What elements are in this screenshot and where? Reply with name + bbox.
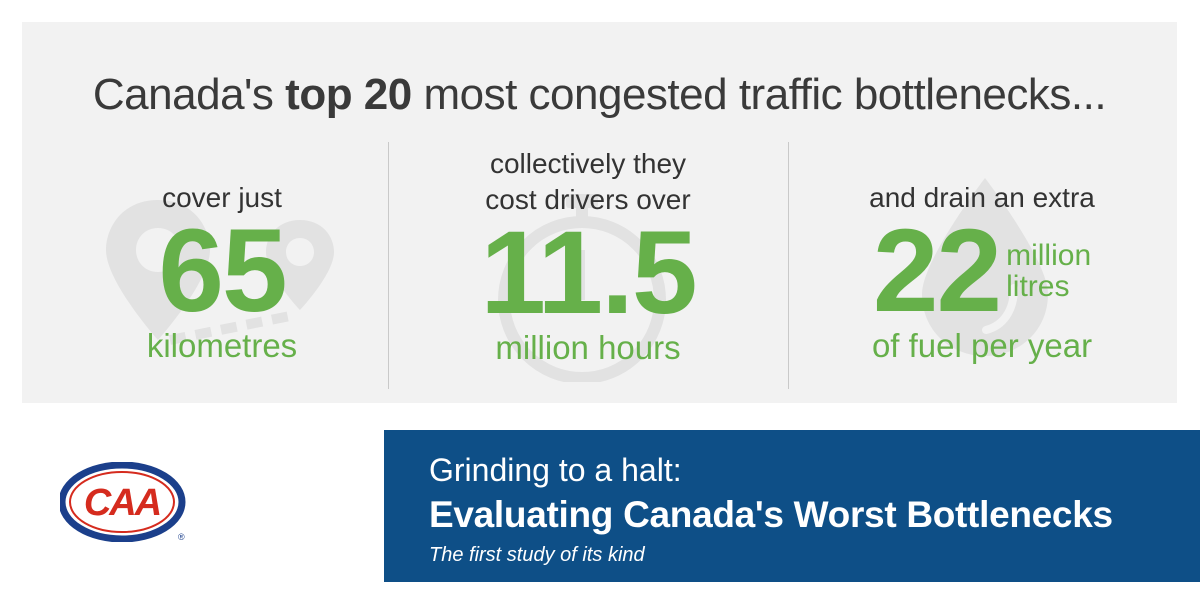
svg-text:CAA: CAA	[84, 482, 160, 524]
banner-subtitle: Evaluating Canada's Worst Bottlenecks	[429, 494, 1113, 535]
caa-logo: CAA ®	[60, 462, 186, 542]
column-divider	[788, 142, 789, 389]
stat-intro: cover just	[162, 182, 282, 213]
headline: Canada's top 20 most congested traffic b…	[92, 70, 1107, 119]
column-divider	[388, 142, 389, 389]
stat-distance: cover just 65 kilometres	[62, 142, 382, 397]
stopwatch-icon	[498, 194, 666, 382]
fuel-drop-icon	[922, 178, 1048, 356]
stat-number: 11.5	[480, 207, 697, 339]
svg-text:®: ®	[178, 532, 185, 542]
banner-title: Grinding to a halt:	[429, 452, 682, 488]
stat-fuel: and drain an extra 22 million litres of fu…	[792, 142, 1172, 397]
stat-intro: cost drivers over	[485, 184, 691, 215]
map-pin-icon	[106, 200, 334, 345]
stat-unit: kilometres	[146, 327, 298, 364]
title-banner: Grinding to a halt: Evaluating Canada's …	[384, 430, 1200, 582]
stats-panel: Canada's top 20 most congested traffic b…	[22, 22, 1177, 403]
stat-number: 65	[158, 205, 287, 337]
banner-tagline: The first study of its kind	[429, 544, 645, 566]
stat-hours: collectively they cost drivers over 11.5…	[392, 142, 784, 397]
stat-unit: of fuel per year	[871, 327, 1093, 364]
stat-number: 22	[872, 205, 1002, 337]
stat-intro: collectively they	[489, 148, 687, 179]
stat-intro: and drain an extra	[869, 182, 1095, 213]
stat-unit-stack: million litres	[1006, 239, 1092, 303]
stat-unit: million hours	[495, 329, 681, 366]
